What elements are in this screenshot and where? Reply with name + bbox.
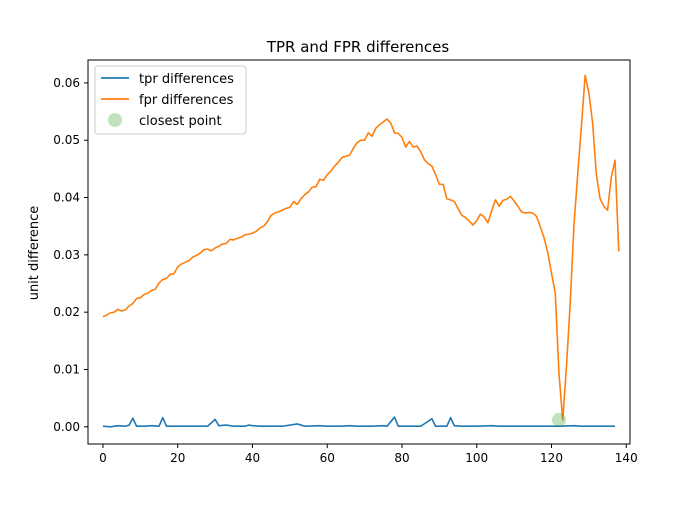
y-tick-label: 0.02 — [53, 305, 80, 319]
legend: tpr differences fpr differences closest po… — [94, 65, 247, 135]
y-axis-label: unit difference — [27, 206, 42, 301]
y-tick-label: 0.06 — [53, 76, 80, 90]
x-tick-label: 20 — [170, 451, 185, 465]
x-axis-ticks: 0 20 40 60 80 100 120 140 — [99, 444, 638, 465]
legend-label-tpr: tpr differences — [139, 72, 234, 87]
x-tick-label: 40 — [245, 451, 260, 465]
y-tick-label: 0.05 — [53, 133, 80, 147]
x-tick-label: 80 — [394, 451, 409, 465]
y-axis-ticks: 0.00 0.01 0.02 0.03 0.04 0.05 0.06 — [53, 76, 88, 434]
x-tick-label: 140 — [615, 451, 638, 465]
y-tick-label: 0.00 — [53, 420, 80, 434]
plot-frame — [87, 59, 631, 445]
plot-area — [102, 74, 620, 428]
legend-swatch-closest-point — [108, 113, 122, 127]
legend-label-fpr: fpr differences — [139, 93, 234, 108]
y-tick-label: 0.01 — [53, 362, 80, 376]
x-tick-label: 120 — [540, 451, 563, 465]
x-tick-label: 0 — [99, 451, 107, 465]
y-tick-label: 0.03 — [53, 248, 80, 262]
y-tick-label: 0.04 — [53, 191, 80, 205]
legend-box — [94, 65, 247, 135]
x-tick-label: 60 — [320, 451, 335, 465]
series-line-fpr — [102, 74, 620, 421]
series-line-tpr — [102, 416, 616, 428]
x-tick-label: 100 — [465, 451, 488, 465]
closest-point-marker — [551, 412, 566, 427]
legend-label-closest-point: closest point — [139, 114, 222, 129]
chart-title: TPR and FPR differences — [266, 38, 450, 56]
